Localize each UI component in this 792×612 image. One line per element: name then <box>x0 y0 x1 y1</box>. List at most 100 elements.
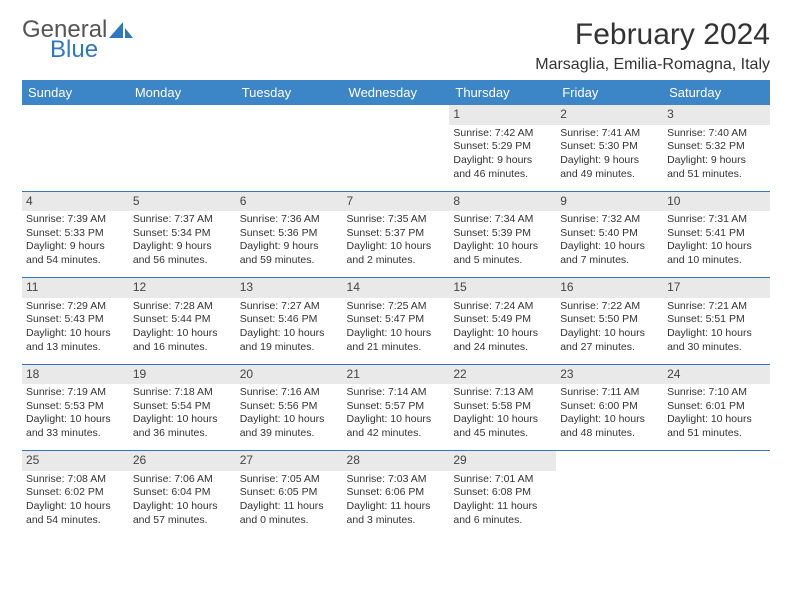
sunset-text: Sunset: 5:29 PM <box>453 140 552 154</box>
sunset-text: Sunset: 6:08 PM <box>453 486 552 500</box>
day-cell: 2Sunrise: 7:41 AMSunset: 5:30 PMDaylight… <box>556 105 663 191</box>
day-number: 1 <box>449 105 556 125</box>
daylight-text: Daylight: 10 hours and 48 minutes. <box>560 413 659 440</box>
daylight-text: Daylight: 10 hours and 10 minutes. <box>667 240 766 267</box>
day-cell: 23Sunrise: 7:11 AMSunset: 6:00 PMDayligh… <box>556 365 663 451</box>
sunset-text: Sunset: 6:02 PM <box>26 486 125 500</box>
daylight-text: Daylight: 10 hours and 21 minutes. <box>347 327 446 354</box>
daylight-text: Daylight: 10 hours and 7 minutes. <box>560 240 659 267</box>
sunrise-text: Sunrise: 7:32 AM <box>560 213 659 227</box>
brand-logo: General Blue <box>22 18 133 62</box>
sunrise-text: Sunrise: 7:40 AM <box>667 127 766 141</box>
day-number: 19 <box>129 365 236 385</box>
sunset-text: Sunset: 5:32 PM <box>667 140 766 154</box>
daylight-text: Daylight: 10 hours and 54 minutes. <box>26 500 125 527</box>
sunset-text: Sunset: 5:58 PM <box>453 400 552 414</box>
daylight-text: Daylight: 9 hours and 46 minutes. <box>453 154 552 181</box>
logo-text-blue: Blue <box>50 38 98 62</box>
day-number: 10 <box>663 192 770 212</box>
sunset-text: Sunset: 5:37 PM <box>347 227 446 241</box>
sunset-text: Sunset: 6:05 PM <box>240 486 339 500</box>
daylight-text: Daylight: 9 hours and 51 minutes. <box>667 154 766 181</box>
day-number: 24 <box>663 365 770 385</box>
day-cell <box>129 105 236 191</box>
sunset-text: Sunset: 5:53 PM <box>26 400 125 414</box>
day-number: 17 <box>663 278 770 298</box>
sunrise-text: Sunrise: 7:11 AM <box>560 386 659 400</box>
day-cell: 26Sunrise: 7:06 AMSunset: 6:04 PMDayligh… <box>129 451 236 537</box>
day-cell <box>663 451 770 537</box>
sunrise-text: Sunrise: 7:21 AM <box>667 300 766 314</box>
sunset-text: Sunset: 5:49 PM <box>453 313 552 327</box>
day-number: 20 <box>236 365 343 385</box>
sunset-text: Sunset: 5:50 PM <box>560 313 659 327</box>
day-cell: 11Sunrise: 7:29 AMSunset: 5:43 PMDayligh… <box>22 278 129 364</box>
day-cell: 27 Sunrise: 7:05 AMSunset: 6:05 PMDayligh… <box>236 451 343 537</box>
daylight-text: Daylight: 11 hours and 6 minutes. <box>453 500 552 527</box>
daylight-text: Daylight: 9 hours and 59 minutes. <box>240 240 339 267</box>
month-title: February 2024 <box>535 18 770 52</box>
sunset-text: Sunset: 5:39 PM <box>453 227 552 241</box>
daylight-text: Daylight: 10 hours and 57 minutes. <box>133 500 232 527</box>
sunset-text: Sunset: 5:33 PM <box>26 227 125 241</box>
title-block: February 2024 Marsaglia, Emilia-Romagna,… <box>535 18 770 74</box>
day-number: 27 <box>236 451 343 471</box>
sunrise-text: Sunrise: 7:37 AM <box>133 213 232 227</box>
daylight-text: Daylight: 9 hours and 54 minutes. <box>26 240 125 267</box>
sunset-text: Sunset: 5:40 PM <box>560 227 659 241</box>
day-number: 26 <box>129 451 236 471</box>
day-number: 6 <box>236 192 343 212</box>
day-cell: 14Sunrise: 7:25 AMSunset: 5:47 PMDayligh… <box>343 278 450 364</box>
day-cell: 21Sunrise: 7:14 AMSunset: 5:57 PMDayligh… <box>343 365 450 451</box>
weekday-header: Saturday <box>663 80 770 105</box>
sunrise-text: Sunrise: 7:28 AM <box>133 300 232 314</box>
week-row: 18Sunrise: 7:19 AMSunset: 5:53 PM Dayligh… <box>22 365 770 451</box>
day-cell: 3Sunrise: 7:40 AMSunset: 5:32 PMDaylight… <box>663 105 770 191</box>
daylight-text: Daylight: 10 hours and 39 minutes. <box>240 413 339 440</box>
calendar-page: General Blue February 2024 Marsaglia, Em… <box>0 0 792 537</box>
daylight-text: Daylight: 9 hours and 56 minutes. <box>133 240 232 267</box>
sunset-text: Sunset: 5:51 PM <box>667 313 766 327</box>
sunrise-text: Sunrise: 7:19 AM <box>26 386 125 400</box>
sunrise-text: Sunrise: 7:22 AM <box>560 300 659 314</box>
daylight-text: Daylight: 10 hours and 30 minutes. <box>667 327 766 354</box>
daylight-text: Daylight: 11 hours and 0 minutes. <box>240 500 339 527</box>
daylight-text: Daylight: 10 hours and 2 minutes. <box>347 240 446 267</box>
sunrise-text: Sunrise: 7:29 AM <box>26 300 125 314</box>
daylight-text: Daylight: 10 hours and 19 minutes. <box>240 327 339 354</box>
sunrise-text: Sunrise: 7:14 AM <box>347 386 446 400</box>
weekday-header: Thursday <box>449 80 556 105</box>
day-cell: 19Sunrise: 7:18 AMSunset: 5:54 PMDayligh… <box>129 365 236 451</box>
weekday-header: Friday <box>556 80 663 105</box>
day-number: 15 <box>449 278 556 298</box>
week-row: 25Sunrise: 7:08 AMSunset: 6:02 PMDayligh… <box>22 451 770 537</box>
week-row: 11Sunrise: 7:29 AMSunset: 5:43 PMDayligh… <box>22 278 770 364</box>
day-cell: 4Sunrise: 7:39 AMSunset: 5:33 PMDaylight… <box>22 192 129 278</box>
sunrise-text: Sunrise: 7:24 AM <box>453 300 552 314</box>
day-cell: 13Sunrise: 7:27 AMSunset: 5:46 PMDayligh… <box>236 278 343 364</box>
sunrise-text: Sunrise: 7:10 AM <box>667 386 766 400</box>
sunset-text: Sunset: 5:43 PM <box>26 313 125 327</box>
day-number: 18 <box>22 365 129 385</box>
daylight-text: Daylight: 11 hours and 3 minutes. <box>347 500 446 527</box>
daylight-text: Daylight: 10 hours and 13 minutes. <box>26 327 125 354</box>
sunset-text: Sunset: 5:34 PM <box>133 227 232 241</box>
sunset-text: Sunset: 6:06 PM <box>347 486 446 500</box>
day-number: 28 <box>343 451 450 471</box>
sunset-text: Sunset: 6:04 PM <box>133 486 232 500</box>
day-number: 22 <box>449 365 556 385</box>
location-label: Marsaglia, Emilia-Romagna, Italy <box>535 56 770 74</box>
day-cell: 8Sunrise: 7:34 AMSunset: 5:39 PMDaylight… <box>449 192 556 278</box>
day-cell: 16Sunrise: 7:22 AMSunset: 5:50 PMDayligh… <box>556 278 663 364</box>
day-cell: 6Sunrise: 7:36 AMSunset: 5:36 PMDaylight… <box>236 192 343 278</box>
day-cell <box>236 105 343 191</box>
daylight-text: Daylight: 9 hours and 49 minutes. <box>560 154 659 181</box>
sunrise-text: Sunrise: 7:05 AM <box>240 473 339 487</box>
day-cell: 9Sunrise: 7:32 AMSunset: 5:40 PMDaylight… <box>556 192 663 278</box>
sunrise-text: Sunrise: 7:08 AM <box>26 473 125 487</box>
week-row: 1Sunrise: 7:42 AMSunset: 5:29 PMDaylight… <box>22 105 770 191</box>
daylight-text: Daylight: 10 hours and 45 minutes. <box>453 413 552 440</box>
sunrise-text: Sunrise: 7:03 AM <box>347 473 446 487</box>
sunrise-text: Sunrise: 7:41 AM <box>560 127 659 141</box>
sunrise-text: Sunrise: 7:36 AM <box>240 213 339 227</box>
